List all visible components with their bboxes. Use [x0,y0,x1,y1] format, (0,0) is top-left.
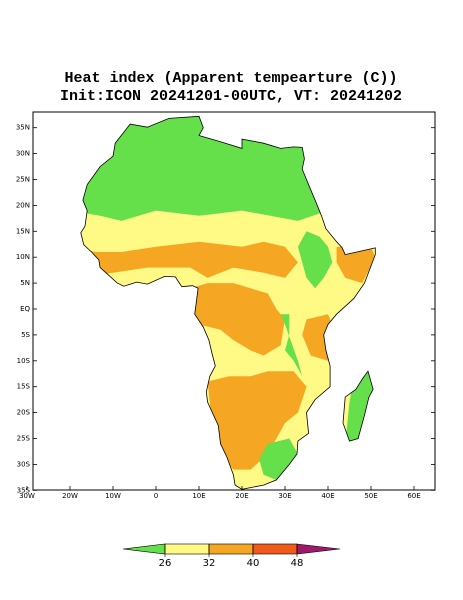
lat-label: 30N [16,150,30,158]
colorbar-segment [252,543,298,555]
lat-label: 35S [17,486,31,494]
zone [336,246,376,284]
lat-label: 10N [16,253,30,261]
lat-label: 25N [16,176,30,184]
zone [297,231,333,289]
colorbar-segment [164,543,210,555]
colorbar-label: 32 [203,558,216,569]
map-frame [32,111,436,491]
lat-label: 20S [17,409,31,417]
zone [207,371,307,470]
lon-label: 60E [407,492,420,500]
lat-label: EQ [20,305,30,313]
coastline [80,115,376,490]
subtitle: Init:ICON 20241201-00UTC, VT: 20241202 [60,88,402,105]
colorbar-label: 26 [159,558,172,569]
lat-label: 30S [17,460,31,468]
lon-label: 30W [19,492,35,500]
zone [186,283,285,356]
zone [280,314,303,377]
colorbar-label: 40 [247,558,260,569]
colorbar-segment [208,543,254,555]
lat-label: 35N [16,124,30,132]
lat-label: 15S [17,383,31,391]
colorbar-segment [296,543,341,555]
lon-label: 30E [278,492,291,500]
colorbar-label: 48 [291,558,304,569]
lon-label: 20W [62,492,78,500]
lon-label: 0 [154,492,158,500]
lon-label: 20E [235,492,248,500]
lat-label: 15N [16,227,30,235]
zone [80,241,298,278]
lat-label: 25S [17,435,31,443]
coastline [342,370,374,442]
lat-label: 10S [17,357,31,365]
colorbar-segment [122,543,166,555]
lat-label: 5S [21,331,30,339]
lon-label: 10W [105,492,121,500]
zone [80,116,376,221]
lon-label: 40E [321,492,334,500]
lat-label: 5N [20,279,30,287]
lat-label: 20N [16,201,30,209]
lon-label: 10E [192,492,205,500]
lon-label: 50E [364,492,377,500]
title: Heat index (Apparent tempearture (C)) [64,70,397,87]
